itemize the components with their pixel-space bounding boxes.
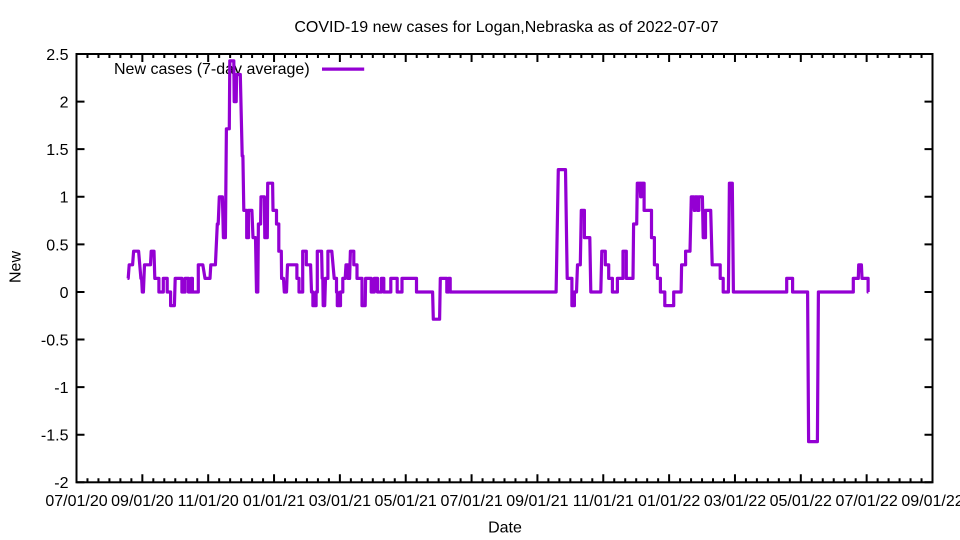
svg-text:07/01/21: 07/01/21: [440, 493, 502, 510]
svg-text:COVID-19 new cases for Logan,N: COVID-19 new cases for Logan,Nebraska as…: [294, 19, 718, 36]
svg-text:0: 0: [60, 285, 69, 302]
svg-text:-1: -1: [54, 380, 68, 397]
svg-text:03/01/21: 03/01/21: [309, 493, 371, 510]
svg-text:New: New: [8, 251, 25, 283]
svg-text:-1.5: -1.5: [41, 428, 69, 445]
svg-text:Date: Date: [488, 519, 522, 536]
svg-text:0.5: 0.5: [46, 237, 68, 254]
svg-text:1.5: 1.5: [46, 142, 68, 159]
svg-text:09/01/20: 09/01/20: [111, 493, 173, 510]
svg-text:07/01/20: 07/01/20: [45, 493, 107, 510]
svg-text:2: 2: [60, 95, 69, 112]
svg-text:New cases (7-day average): New cases (7-day average): [114, 61, 310, 78]
svg-text:05/01/21: 05/01/21: [375, 493, 437, 510]
svg-text:01/01/21: 01/01/21: [243, 493, 305, 510]
svg-text:2.5: 2.5: [46, 47, 68, 64]
svg-text:01/01/22: 01/01/22: [638, 493, 700, 510]
svg-text:11/01/21: 11/01/21: [573, 493, 634, 510]
svg-text:03/01/22: 03/01/22: [704, 493, 766, 510]
svg-text:05/01/22: 05/01/22: [770, 493, 832, 510]
svg-text:-0.5: -0.5: [41, 332, 69, 349]
svg-text:09/01/21: 09/01/21: [506, 493, 568, 510]
svg-text:09/01/22: 09/01/22: [901, 493, 960, 510]
svg-text:11/01/20: 11/01/20: [178, 493, 239, 510]
svg-text:-2: -2: [54, 475, 68, 492]
svg-text:1: 1: [60, 190, 69, 207]
svg-text:07/01/22: 07/01/22: [836, 493, 898, 510]
